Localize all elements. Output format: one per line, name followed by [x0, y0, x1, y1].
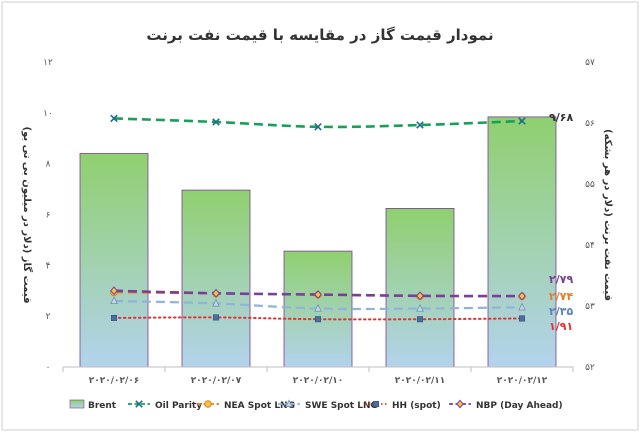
series-marker [416, 291, 424, 301]
y-right-tick-label: ۵۲ [585, 363, 595, 373]
series-marker [314, 290, 322, 300]
end-value-label: ۹/۶۸ [549, 111, 573, 124]
series-marker [416, 316, 423, 323]
legend-marker [135, 400, 143, 408]
y-right-tick-label: ۵۷ [585, 58, 595, 68]
legend-label: NEA Spot LNG [224, 401, 295, 411]
series-marker [314, 123, 322, 131]
brent-bar [181, 189, 251, 368]
y-right-tick-label: ۵۳ [585, 302, 595, 312]
legend-layer: Brent Oil Parity NEA Spot LNG SWE Spot LNG H… [69, 399, 563, 411]
legend-label: SWE Spot LNG [305, 401, 378, 411]
brent-bar [79, 153, 149, 368]
bars-layer [79, 116, 557, 368]
x-tick-label: ۲۰۲۰/۰۲/۱۰ [293, 376, 344, 386]
legend-marker [204, 400, 212, 408]
series-marker [110, 296, 118, 305]
legend-label: Brent [88, 401, 117, 411]
legend-marker [456, 399, 464, 409]
series-marker [111, 314, 118, 321]
series-marker [213, 314, 220, 321]
series-marker [416, 303, 424, 312]
x-tick-label: ۲۰۲۰/۰۲/۰۷ [191, 376, 242, 386]
y-right-tick-label: ۵۵ [585, 180, 595, 190]
series-marker [518, 302, 526, 311]
series-marker [314, 316, 321, 323]
y-left-tick-label: ۴ [46, 261, 51, 271]
y-left-tick-label: ۰ [46, 363, 51, 373]
brent-bar [487, 116, 557, 368]
end-value-label: ۲/۷۴ [549, 290, 573, 303]
series-marker [110, 114, 118, 123]
legend-label: HH (spot) [392, 401, 441, 411]
y-left-tick-label: ۸ [46, 160, 51, 170]
chart-title: نمودار قیمت گاز در مقایسه با قیمت نفت بر… [146, 26, 493, 44]
legend-marker [285, 399, 293, 408]
x-tick-label: ۲۰۲۰/۰۲/۱۲ [497, 376, 548, 386]
legend-swatch [69, 399, 85, 409]
series-marker [518, 291, 526, 301]
series-marker [212, 118, 220, 126]
series-layer [110, 114, 526, 323]
axes-layer: ۲۰۲۰/۰۲/۰۶ ۲۰۲۰/۰۲/۰۷ ۲۰۲۰/۰۲/۱۰ ۲۰۲۰/۰۲/۱۱… [43, 58, 595, 386]
series-marker [212, 298, 220, 307]
y-left-tick-label: ۲ [46, 312, 51, 322]
labels-layer: ۹/۶۸ ۲/۷۹ ۲/۷۴ ۲/۳۵ ۱/۹۱ [549, 111, 573, 333]
x-tick-label: ۲۰۲۰/۰۲/۰۶ [89, 376, 140, 386]
y-left-tick-label: ۶ [46, 211, 51, 221]
y-left-tick-label: ۱۲ [43, 58, 53, 68]
series-marker [212, 288, 220, 298]
series-marker [416, 121, 424, 129]
y-left-tick-label: ۱۰ [43, 109, 53, 119]
brent-bar [385, 207, 455, 368]
legend-label: Oil Parity [155, 401, 202, 411]
series-line [113, 316, 523, 321]
end-value-label: ۲/۳۵ [549, 305, 573, 318]
x-tick-label: ۲۰۲۰/۰۲/۱۱ [395, 376, 446, 386]
legend-marker [372, 400, 379, 407]
end-value-label: ۲/۷۹ [549, 273, 573, 286]
series-marker [110, 286, 118, 296]
series-marker [518, 315, 525, 322]
legend-label: NBP (Day Ahead) [476, 401, 563, 411]
y-axis-left-title: قیمت گاز (دلار در میلیون بی تی یو) [21, 127, 34, 304]
series-marker [314, 303, 322, 312]
y-axis-right-title: قیمت نفت برنت (دلار در هر بشکه) [602, 129, 613, 301]
y-right-tick-label: ۵۶ [585, 119, 595, 129]
series-marker [518, 117, 526, 125]
end-value-label: ۱/۹۱ [549, 320, 573, 333]
y-right-tick-label: ۵۴ [585, 241, 595, 251]
